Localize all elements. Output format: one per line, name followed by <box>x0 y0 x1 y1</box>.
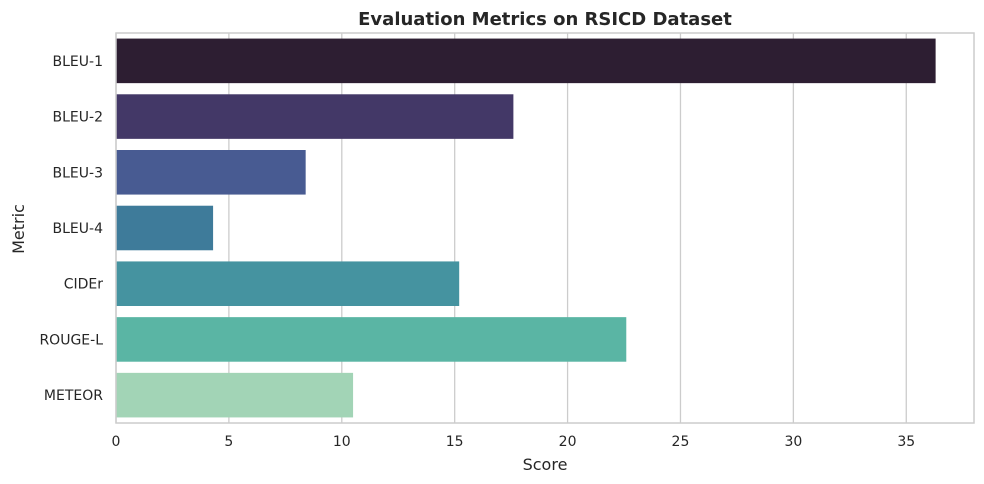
x-tick-label: 10 <box>333 434 351 450</box>
x-tick-label: 0 <box>112 434 121 450</box>
bar-rouge-l <box>116 317 627 362</box>
y-tick-label: ROUGE-L <box>39 332 103 348</box>
y-tick-label: METEOR <box>44 388 103 404</box>
bar-meteor <box>116 372 354 418</box>
grid-lines <box>115 33 907 423</box>
bar-bleu-3 <box>116 150 306 195</box>
x-tick-label: 30 <box>784 434 802 450</box>
y-axis-label: Metric <box>9 204 28 254</box>
x-axis-label: Score <box>523 455 568 474</box>
bar-bleu-2 <box>116 94 514 139</box>
bar-cider <box>116 261 460 306</box>
x-tick-label: 15 <box>446 434 464 450</box>
x-tick-label: 20 <box>559 434 577 450</box>
x-tick-labels: 0 5 10 15 20 25 30 35 <box>112 434 916 450</box>
chart-title: Evaluation Metrics on RSICD Dataset <box>358 9 732 30</box>
y-tick-label: CIDEr <box>64 277 104 293</box>
y-tick-label: BLEU-2 <box>53 110 103 126</box>
x-tick-label: 5 <box>224 434 233 450</box>
x-tick-label: 25 <box>672 434 690 450</box>
y-tick-label: BLEU-3 <box>53 165 103 181</box>
bar-bleu-1 <box>116 38 936 84</box>
bar-bleu-4 <box>116 205 214 251</box>
x-tick-label: 35 <box>897 434 915 450</box>
plot-frame <box>115 32 975 424</box>
y-tick-label: BLEU-4 <box>53 221 104 237</box>
y-tick-labels: BLEU-1 BLEU-2 BLEU-3 BLEU-4 CIDEr ROUGE-L METE… <box>39 54 103 404</box>
bars <box>116 38 936 418</box>
y-tick-label: BLEU-1 <box>53 54 103 70</box>
